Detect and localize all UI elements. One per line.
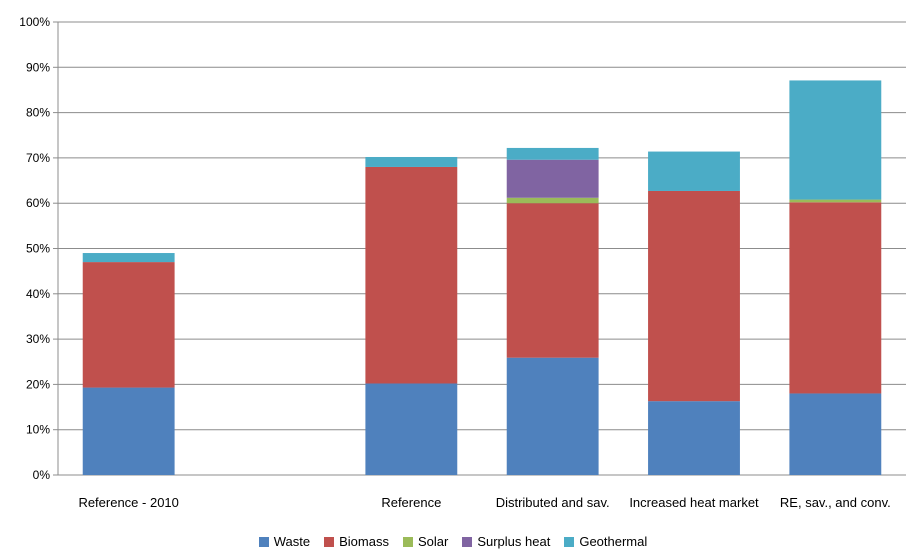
y-tick-label: 20% bbox=[26, 377, 50, 391]
bar-segment-biomass bbox=[82, 262, 175, 388]
y-tick-label: 30% bbox=[26, 332, 50, 346]
y-tick-label: 0% bbox=[33, 468, 51, 482]
y-tick-label: 10% bbox=[26, 423, 50, 437]
legend-label: Surplus heat bbox=[477, 534, 551, 549]
legend-label: Waste bbox=[273, 534, 311, 549]
legend-swatch bbox=[324, 536, 335, 547]
legend-swatch bbox=[462, 536, 473, 547]
bar-segment-geothermal bbox=[648, 151, 740, 191]
bar-segment-waste bbox=[82, 387, 175, 475]
x-tick-label: Reference bbox=[381, 495, 441, 510]
legend-label: Geothermal bbox=[579, 534, 648, 549]
x-tick-label: Reference - 2010 bbox=[78, 495, 178, 510]
y-tick-label: 80% bbox=[26, 106, 50, 120]
y-tick-label: 100% bbox=[19, 15, 50, 29]
bar-segment-geothermal bbox=[789, 80, 882, 200]
bar-segment-waste bbox=[365, 383, 458, 475]
bar-segment-solar bbox=[506, 197, 599, 204]
bar-segment-biomass bbox=[789, 202, 882, 394]
stacked-bar-chart: 0% 10% 20% 30% 40% 50% 60% 70% 80% 90% 100% Referen… bbox=[19, 15, 906, 510]
bar-segment-waste bbox=[648, 401, 740, 475]
y-tick-label: 60% bbox=[26, 196, 50, 210]
legend-item: Waste bbox=[258, 534, 311, 549]
y-tick-label: 70% bbox=[26, 151, 50, 165]
x-tick-label: Distributed and sav. bbox=[496, 495, 610, 510]
x-tick-label: Increased heat market bbox=[629, 495, 759, 510]
bar-segment-waste bbox=[506, 357, 599, 475]
bar-segment-waste bbox=[789, 393, 882, 475]
legend-item: Biomass bbox=[324, 534, 389, 549]
bar-segment-solar bbox=[789, 199, 882, 203]
bar-segment-biomass bbox=[648, 190, 740, 402]
legend-swatch bbox=[402, 536, 413, 547]
legend-label: Solar bbox=[417, 534, 449, 549]
bar-segment-biomass bbox=[506, 203, 599, 358]
legend-swatch bbox=[258, 536, 269, 547]
bar-segment-geothermal bbox=[506, 147, 599, 160]
legend-item: Geothermal bbox=[564, 534, 647, 549]
y-tick-label: 90% bbox=[26, 60, 50, 74]
y-tick-label: 40% bbox=[26, 287, 50, 301]
chart-legend: Waste Biomass Solar Surplus heat Geothermal bbox=[0, 534, 906, 549]
bar-segment-geothermal bbox=[365, 156, 458, 167]
legend-item: Surplus heat bbox=[462, 534, 550, 549]
legend-label: Biomass bbox=[339, 534, 389, 549]
bar-segment-biomass bbox=[365, 166, 458, 384]
y-tick-label: 50% bbox=[26, 242, 50, 256]
bar-segment-surplus-heat bbox=[506, 159, 599, 198]
legend-item: Solar bbox=[402, 534, 449, 549]
x-tick-label: RE, sav., and conv. bbox=[780, 495, 891, 510]
legend-swatch bbox=[564, 536, 575, 547]
bar-segment-geothermal bbox=[82, 253, 175, 263]
